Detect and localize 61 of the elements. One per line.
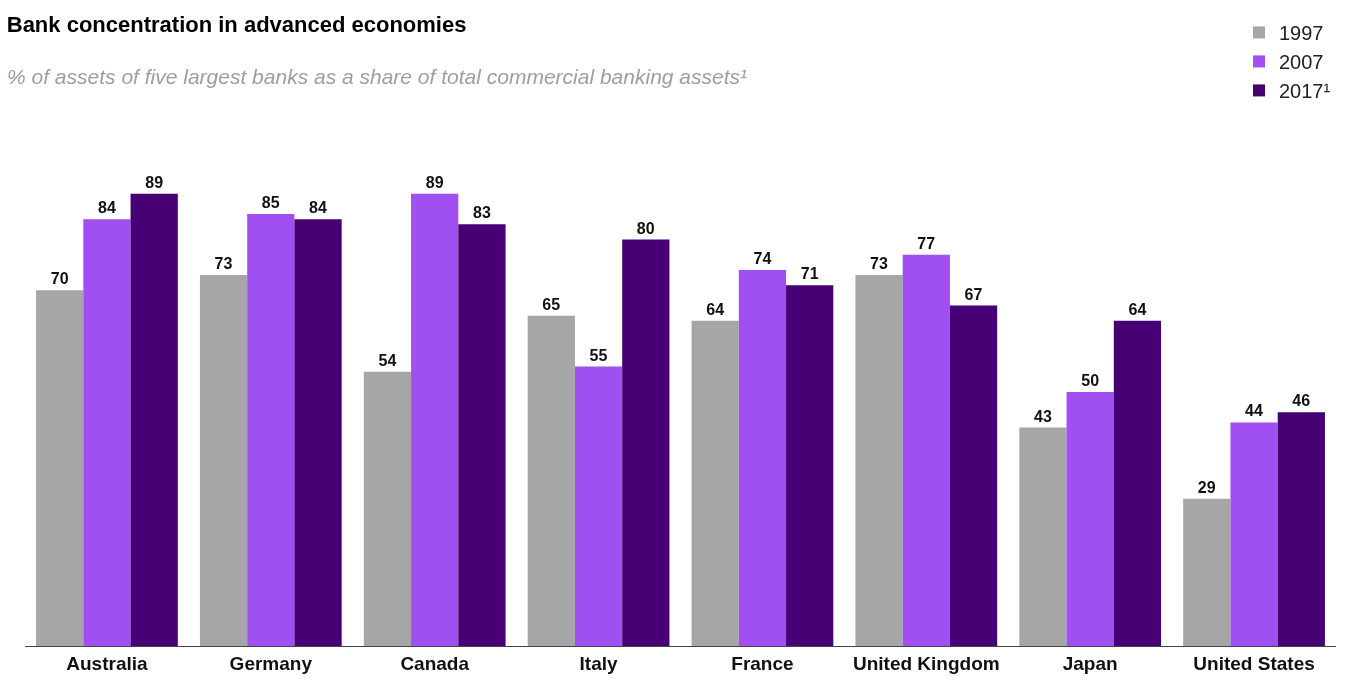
x-tick-label: Canada xyxy=(400,652,470,674)
bar xyxy=(1019,427,1067,646)
bar xyxy=(36,290,84,646)
bar xyxy=(1183,498,1231,646)
bar xyxy=(786,285,834,646)
legend-label: 2017¹ xyxy=(1279,80,1331,103)
bar xyxy=(1277,412,1325,646)
data-label: 74 xyxy=(753,250,772,268)
bar xyxy=(691,320,739,646)
bar xyxy=(738,270,787,646)
data-label: 55 xyxy=(589,346,608,364)
legend-label: 1997 xyxy=(1279,22,1324,45)
bar xyxy=(411,193,459,646)
bar xyxy=(199,275,248,646)
bar xyxy=(1113,320,1162,646)
data-label: 29 xyxy=(1197,478,1216,496)
bar xyxy=(294,219,342,646)
data-label: 83 xyxy=(472,204,491,222)
chart-subtitle: % of assets of five largest banks as a share of total commercial banking assets¹ xyxy=(7,65,748,88)
data-label: 54 xyxy=(378,351,397,369)
chart-title: Bank concentration in advanced economies xyxy=(6,11,467,37)
bar xyxy=(855,275,903,646)
x-tick-label: France xyxy=(731,652,794,674)
data-label: 43 xyxy=(1033,407,1052,425)
data-label: 80 xyxy=(636,219,655,237)
bar xyxy=(458,224,506,646)
data-label: 89 xyxy=(425,173,444,191)
bar xyxy=(1230,422,1278,646)
data-label: 85 xyxy=(261,194,280,212)
bar xyxy=(247,214,295,646)
data-label: 71 xyxy=(800,265,819,283)
x-tick-label: Germany xyxy=(229,652,313,674)
data-label: 50 xyxy=(1081,371,1100,389)
bar xyxy=(130,193,178,646)
bar xyxy=(527,315,575,646)
data-label: 65 xyxy=(542,295,561,313)
bar xyxy=(574,366,623,646)
data-label: 64 xyxy=(706,300,725,318)
x-tick-label: Italy xyxy=(579,652,618,674)
data-label: 77 xyxy=(917,234,936,252)
bar xyxy=(1066,391,1114,646)
bar xyxy=(622,239,670,646)
data-label: 64 xyxy=(1128,300,1147,318)
data-label: 89 xyxy=(145,173,164,191)
x-tick-label: Australia xyxy=(66,652,149,674)
x-tick-label: Japan xyxy=(1062,652,1118,674)
data-label: 70 xyxy=(50,270,69,288)
data-label: 84 xyxy=(309,199,328,217)
x-tick-label: United States xyxy=(1193,652,1315,674)
legend-label: 2007 xyxy=(1279,51,1324,74)
data-label: 73 xyxy=(870,255,889,273)
data-label: 46 xyxy=(1292,392,1311,410)
bar xyxy=(949,305,998,646)
bar xyxy=(83,219,131,646)
data-label: 67 xyxy=(964,285,983,303)
bar xyxy=(363,371,412,646)
data-label: 84 xyxy=(97,199,116,217)
x-tick-label: United Kingdom xyxy=(852,652,1000,674)
bar xyxy=(902,254,950,646)
data-label: 44 xyxy=(1245,402,1264,420)
data-label: 73 xyxy=(214,255,233,273)
